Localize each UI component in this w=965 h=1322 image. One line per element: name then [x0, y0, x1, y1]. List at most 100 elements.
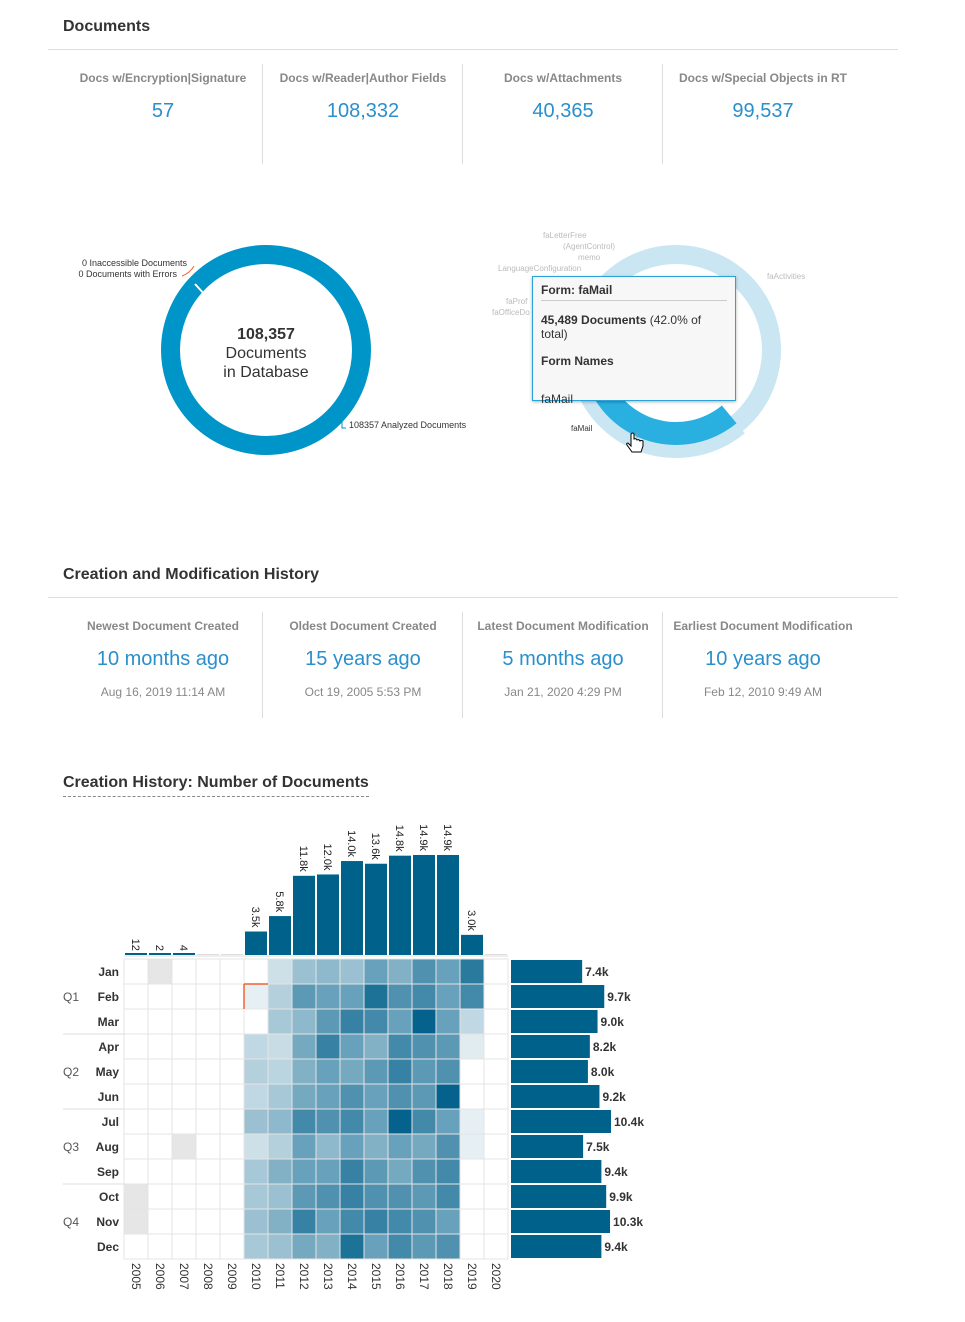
heatmap-cell[interactable]	[147, 983, 173, 1010]
heatmap-cell[interactable]	[291, 958, 317, 985]
month-bar[interactable]	[511, 1210, 611, 1233]
heatmap-cell[interactable]	[171, 1033, 197, 1060]
heatmap-cell[interactable]	[339, 1033, 365, 1060]
heatmap-cell[interactable]	[387, 1133, 413, 1160]
heatmap-cell[interactable]	[147, 1133, 173, 1160]
heatmap-cell[interactable]	[291, 1183, 317, 1210]
heatmap-cell[interactable]	[123, 1183, 149, 1210]
heatmap-cell[interactable]	[267, 1008, 293, 1035]
heatmap-cell[interactable]	[339, 1158, 365, 1185]
heatmap-cell[interactable]	[483, 1108, 509, 1135]
heatmap-cell[interactable]	[411, 1183, 437, 1210]
heatmap-cell[interactable]	[363, 1058, 389, 1085]
heatmap-cell[interactable]	[291, 1233, 317, 1260]
heatmap-cell[interactable]	[483, 1033, 509, 1060]
heatmap-cell[interactable]	[363, 958, 389, 985]
year-bar[interactable]	[413, 855, 435, 955]
heatmap-cell[interactable]	[243, 1083, 269, 1110]
heatmap-cell[interactable]	[315, 958, 341, 985]
heatmap-cell[interactable]	[195, 1058, 221, 1085]
heatmap-cell[interactable]	[459, 1058, 485, 1085]
heatmap-cell[interactable]	[459, 1033, 485, 1060]
heatmap-cell[interactable]	[435, 1183, 461, 1210]
heatmap-cell[interactable]	[411, 1108, 437, 1135]
heatmap-cell[interactable]	[483, 1158, 509, 1185]
heatmap-cell[interactable]	[195, 1008, 221, 1035]
heatmap-cell[interactable]	[195, 1133, 221, 1160]
heatmap-cell[interactable]	[315, 1083, 341, 1110]
heatmap-cell[interactable]	[147, 1233, 173, 1260]
heatmap-cell[interactable]	[123, 958, 149, 985]
heatmap-cell[interactable]	[123, 1008, 149, 1035]
heatmap-cell[interactable]	[291, 1158, 317, 1185]
heatmap-cell[interactable]	[387, 958, 413, 985]
heatmap-cell[interactable]	[387, 1008, 413, 1035]
heatmap-cell[interactable]	[339, 958, 365, 985]
heatmap-cell[interactable]	[459, 1133, 485, 1160]
month-bar[interactable]	[511, 1085, 600, 1108]
heatmap-cell[interactable]	[435, 958, 461, 985]
heatmap-cell[interactable]	[219, 1108, 245, 1135]
heatmap-cell[interactable]	[195, 1208, 221, 1235]
heatmap-cell[interactable]	[459, 1233, 485, 1260]
heatmap-cell[interactable]	[459, 1183, 485, 1210]
year-bar[interactable]	[317, 874, 339, 955]
heatmap-cell[interactable]	[339, 1208, 365, 1235]
heatmap-cell[interactable]	[243, 1183, 269, 1210]
heatmap-cell[interactable]	[219, 1183, 245, 1210]
heatmap-cell[interactable]	[459, 1108, 485, 1135]
analyzed-documents-arc[interactable]	[161, 245, 371, 455]
heatmap-cell[interactable]	[243, 1158, 269, 1185]
heatmap-cell[interactable]	[171, 1183, 197, 1210]
heatmap-cell[interactable]	[411, 1208, 437, 1235]
heatmap-cell[interactable]	[291, 1108, 317, 1135]
heatmap-cell[interactable]	[147, 1008, 173, 1035]
heatmap-cell[interactable]	[123, 1083, 149, 1110]
heatmap-cell[interactable]	[243, 1058, 269, 1085]
heatmap-cell[interactable]	[339, 1183, 365, 1210]
month-bar[interactable]	[511, 1110, 611, 1133]
heatmap-cell[interactable]	[435, 1083, 461, 1110]
heatmap-cell[interactable]	[147, 1033, 173, 1060]
heatmap-cell[interactable]	[363, 1008, 389, 1035]
month-bar[interactable]	[511, 960, 583, 983]
heatmap-cell[interactable]	[363, 1033, 389, 1060]
heatmap-cell[interactable]	[195, 983, 221, 1010]
heatmap-cell[interactable]	[147, 1158, 173, 1185]
year-bar[interactable]	[125, 953, 147, 955]
heatmap-cell[interactable]	[435, 1008, 461, 1035]
heatmap-cell[interactable]	[435, 1058, 461, 1085]
heatmap-cell[interactable]	[291, 1133, 317, 1160]
heatmap-cell[interactable]	[339, 1058, 365, 1085]
heatmap-cell[interactable]	[147, 958, 173, 985]
heatmap-cell[interactable]	[483, 1133, 509, 1160]
heatmap-cell[interactable]	[147, 1183, 173, 1210]
month-bar[interactable]	[511, 1035, 590, 1058]
heatmap-cell[interactable]	[363, 1133, 389, 1160]
heatmap-cell[interactable]	[363, 1183, 389, 1210]
heatmap-cell[interactable]	[315, 1183, 341, 1210]
heatmap-cell[interactable]	[147, 1208, 173, 1235]
heatmap-cell[interactable]	[291, 1083, 317, 1110]
heatmap-cell[interactable]	[291, 983, 317, 1010]
year-bar[interactable]	[461, 934, 483, 955]
heatmap-cell[interactable]	[171, 983, 197, 1010]
heatmap-cell[interactable]	[243, 983, 269, 1010]
heatmap-cell[interactable]	[171, 1133, 197, 1160]
heatmap-cell[interactable]	[387, 1183, 413, 1210]
heatmap-cell[interactable]	[339, 1233, 365, 1260]
month-bar[interactable]	[511, 1135, 584, 1158]
heatmap-cell[interactable]	[411, 1133, 437, 1160]
heatmap-cell[interactable]	[243, 1133, 269, 1160]
heatmap-cell[interactable]	[171, 1208, 197, 1235]
heatmap-cell[interactable]	[483, 958, 509, 985]
heatmap-cell[interactable]	[459, 983, 485, 1010]
heatmap-cell[interactable]	[387, 1033, 413, 1060]
heatmap-cell[interactable]	[171, 1233, 197, 1260]
heatmap-cell[interactable]	[435, 1108, 461, 1135]
year-bar[interactable]	[293, 875, 315, 955]
year-bar[interactable]	[245, 931, 267, 955]
heatmap-cell[interactable]	[339, 1008, 365, 1035]
heatmap-cell[interactable]	[195, 1083, 221, 1110]
heatmap-cell[interactable]	[171, 1083, 197, 1110]
